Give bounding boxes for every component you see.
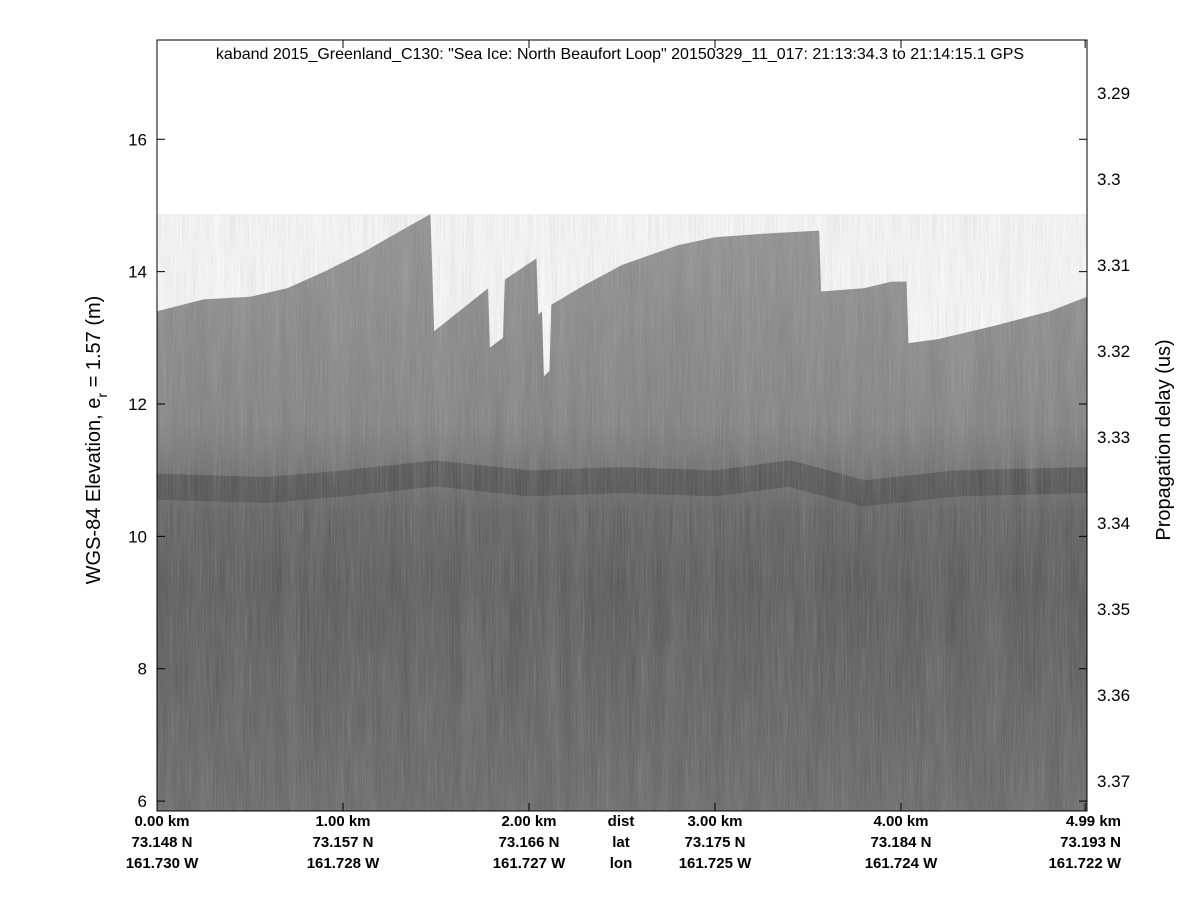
- x-row-label: 3.00 km: [687, 813, 742, 830]
- y-tick-label: 6: [138, 792, 147, 811]
- x-row-label: 73.148 N: [132, 834, 193, 851]
- y-tick-label: 12: [128, 395, 147, 414]
- right-axis: 3.29 3.3 3.31 3.32 3.33 3.34 3.35 3.36 3.37: [1097, 84, 1130, 791]
- y-tick-label: 16: [128, 130, 147, 149]
- bottom-labels: 0.00 km 73.148 N 161.730 W 1.00 km 73.157 N 1…: [126, 813, 1122, 872]
- x-row-label: 161.725 W: [679, 855, 752, 872]
- y-tick-label: 8: [138, 660, 147, 679]
- plot-frame: [156, 39, 1088, 812]
- x-row-label: 73.175 N: [685, 834, 746, 851]
- x-row-label: 73.166 N: [499, 834, 560, 851]
- bottom-axis: [156, 40, 1086, 811]
- x-row-label: 1.00 km: [315, 813, 370, 830]
- y-tick-label: 14: [128, 263, 147, 282]
- y-axis-label-tail: = 1.57 (m): [83, 296, 105, 393]
- chart-title: kaband 2015_Greenland_C130: "Sea Ice: No…: [216, 46, 1024, 63]
- x-row-label: 161.722 W: [1048, 855, 1121, 872]
- x-row-label: 161.724 W: [865, 855, 938, 872]
- left-axis: 6 8 10 12 14 16: [128, 130, 1087, 811]
- y2-tick-label: 3.3: [1097, 170, 1121, 189]
- x-row-label: 161.727 W: [493, 855, 566, 872]
- y-axis-label: WGS-84 Elevation, er = 1.57 (m): [83, 296, 110, 585]
- y2-tick-label: 3.33: [1097, 428, 1130, 447]
- y-tick-label: 10: [128, 527, 147, 546]
- x-row-label: 73.184 N: [871, 834, 932, 851]
- y2-tick-label: 3.31: [1097, 256, 1130, 275]
- x-row-label: 73.193 N: [1060, 834, 1121, 851]
- x-row-label: 161.730 W: [126, 855, 199, 872]
- y2-tick-label: 3.32: [1097, 342, 1130, 361]
- x-row-label: 73.157 N: [313, 834, 374, 851]
- x-row-label: 2.00 km: [501, 813, 556, 830]
- echogram-streaks: [157, 214, 1087, 811]
- y2-tick-label: 3.35: [1097, 600, 1130, 619]
- x-row-label: 4.99 km: [1066, 813, 1121, 830]
- y-axis-label-sub: r: [94, 393, 110, 398]
- y2-tick-label: 3.29: [1097, 84, 1130, 103]
- echogram-image: [157, 214, 1087, 811]
- y2-tick-label: 3.36: [1097, 686, 1130, 705]
- row-title-dist: dist: [608, 813, 635, 830]
- y-axis-label-main: WGS-84 Elevation, e: [83, 398, 105, 585]
- x-row-label: 4.00 km: [873, 813, 928, 830]
- y2-axis-label: Propagation delay (us): [1153, 339, 1175, 540]
- row-title-lon: lon: [610, 855, 633, 872]
- y2-tick-label: 3.34: [1097, 514, 1130, 533]
- x-row-label: 0.00 km: [134, 813, 189, 830]
- y2-tick-label: 3.37: [1097, 772, 1130, 791]
- row-title-lat: lat: [612, 834, 630, 851]
- x-row-label: 161.728 W: [307, 855, 380, 872]
